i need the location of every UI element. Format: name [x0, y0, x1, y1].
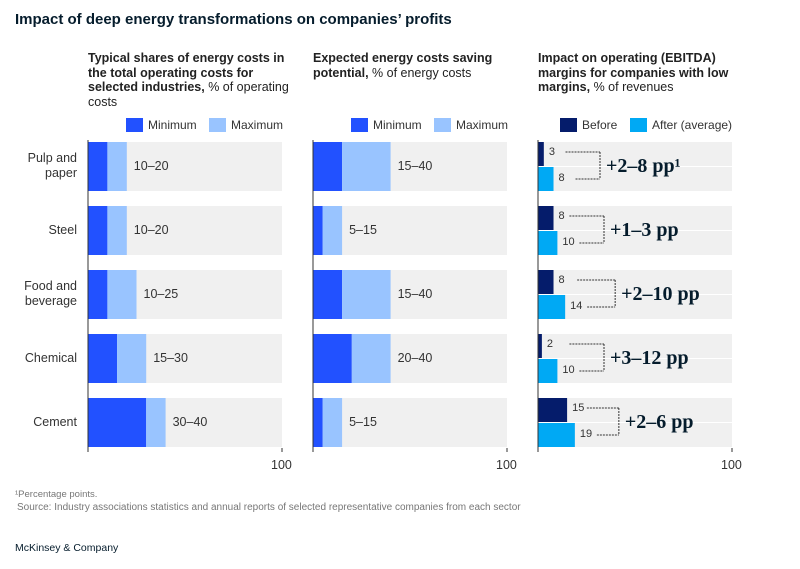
category-label: Steel	[48, 223, 78, 237]
range-label: 15–30	[153, 351, 188, 365]
bar-maximum	[107, 270, 137, 319]
delta-label: +3–12 pp	[610, 347, 689, 369]
axis-tick-label: 100	[271, 458, 292, 472]
bar-maximum	[146, 398, 166, 447]
bar-minimum	[88, 398, 147, 447]
bar-before	[538, 142, 544, 166]
category-label: Pulp and paper	[27, 151, 77, 180]
bar-track	[313, 398, 507, 447]
after-value: 8	[558, 172, 565, 184]
legend-after: After (average)	[630, 118, 732, 132]
bar-minimum	[313, 206, 323, 255]
range-label: 10–20	[133, 159, 169, 173]
axis-tick-label: 100	[721, 458, 742, 472]
bar-track	[538, 334, 732, 358]
range-label: 10–20	[133, 223, 169, 237]
before-value: 15	[572, 402, 585, 414]
legend-minimum-2: Minimum	[351, 118, 422, 132]
bar-maximum	[351, 334, 391, 383]
after-value: 10	[562, 236, 575, 248]
legend-before: Before	[560, 118, 617, 132]
before-value: 2	[546, 338, 553, 350]
bar-track	[538, 142, 732, 166]
brand-logo: McKinsey & Company	[15, 542, 119, 554]
before-value: 8	[558, 210, 565, 222]
bar-after	[538, 295, 566, 319]
bar-track	[538, 295, 732, 319]
legend-maximum: Maximum	[209, 118, 283, 132]
bar-after	[538, 423, 575, 447]
bar-minimum	[88, 206, 108, 255]
bar-before	[538, 206, 554, 230]
category-label: Chemical	[24, 351, 77, 365]
axis-tick-label: 100	[496, 458, 517, 472]
bar-maximum	[322, 206, 343, 255]
bar-track	[538, 359, 732, 383]
delta-label: +2–10 pp	[621, 283, 700, 305]
bar-minimum	[88, 142, 108, 191]
range-label: 15–40	[397, 287, 433, 301]
range-label: 20–40	[397, 351, 433, 365]
delta-label: +2–6 pp	[624, 411, 694, 433]
bar-after	[538, 359, 558, 383]
category-label: Food and beverage	[24, 279, 77, 308]
bar-maximum	[322, 398, 343, 447]
bar-before	[538, 334, 542, 358]
bar-maximum	[117, 334, 147, 383]
bar-minimum	[88, 334, 118, 383]
delta-label: +2–8 pp¹	[606, 155, 681, 177]
bar-track	[538, 398, 732, 422]
legend-maximum-2: Maximum	[434, 118, 508, 132]
bar-maximum	[342, 142, 391, 191]
range-label: 10–25	[143, 287, 179, 301]
range-label: 5–15	[349, 415, 377, 429]
after-value: 10	[562, 364, 575, 376]
bar-maximum	[107, 142, 127, 191]
bar-after	[538, 167, 554, 191]
bar-minimum	[88, 270, 108, 319]
bar-minimum	[313, 270, 343, 319]
panel-1-title: Typical shares of energy costs in the to…	[88, 51, 289, 109]
bar-track	[313, 206, 507, 255]
range-label: 5–15	[349, 223, 377, 237]
bar-minimum	[313, 334, 352, 383]
bar-maximum	[107, 206, 127, 255]
panel-2-title: Expected energy costs saving potential, …	[313, 51, 493, 80]
bar-track	[538, 167, 732, 191]
bar-minimum	[313, 142, 343, 191]
range-label: 30–40	[172, 415, 208, 429]
chart-title: Impact of deep energy transformations on…	[15, 11, 452, 28]
bar-after	[538, 231, 558, 255]
bar-track	[538, 206, 732, 230]
source: Source: Industry associations statistics…	[17, 502, 521, 513]
bar-track	[538, 270, 732, 294]
delta-label: +1–3 pp	[610, 219, 679, 241]
category-label: Cement	[33, 415, 77, 429]
before-value: 3	[548, 146, 555, 158]
after-value: 14	[570, 300, 583, 312]
after-value: 19	[579, 428, 593, 440]
panel-3-title: Impact on operating (EBITDA) margins for…	[538, 51, 729, 94]
before-value: 8	[558, 274, 565, 286]
bar-maximum	[342, 270, 391, 319]
bar-before	[538, 270, 554, 294]
legend-minimum: Minimum	[126, 118, 197, 132]
bar-minimum	[313, 398, 323, 447]
bar-track	[538, 231, 732, 255]
bar-before	[538, 398, 568, 422]
footnote: ¹Percentage points.	[15, 489, 98, 500]
range-label: 15–40	[397, 159, 433, 173]
